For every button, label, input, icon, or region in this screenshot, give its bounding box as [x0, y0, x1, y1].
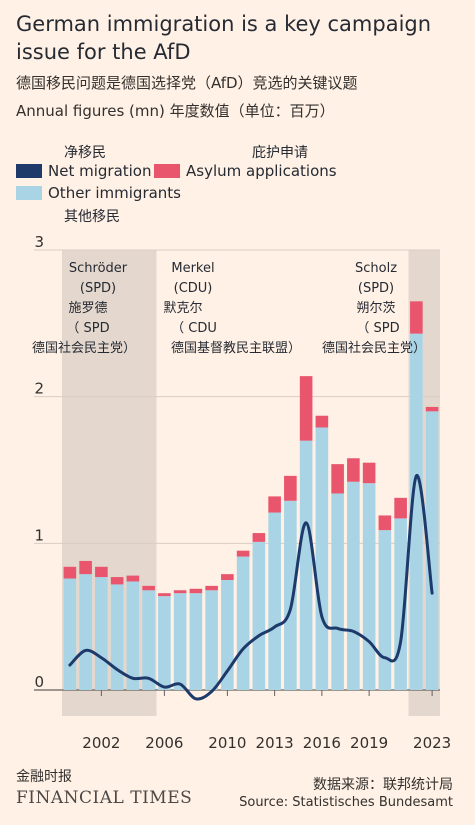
legend-asylum-cn: 庇护申请 [252, 145, 308, 161]
bar-asylum [315, 415, 329, 428]
bar-other-immigrants [268, 512, 281, 690]
annotation-0-line-4: 德国社会民主党） [32, 340, 136, 356]
x-tick-label: 2013 [256, 734, 294, 752]
x-tick-label: 2006 [145, 734, 183, 752]
source-cn: 数据来源：联邦统计局 [313, 777, 453, 793]
annotation-1-line-4: 德国基督教民主联盟） [171, 340, 301, 356]
legend-label-asylum: Asylum applications [186, 162, 337, 180]
chart-subtitle-cn: 德国移民问题是德国选择党（AfD）竞选的关键议题 [16, 74, 358, 92]
bar-other-immigrants [95, 577, 108, 690]
annotation-0-line-2: 施罗德 [68, 301, 107, 316]
bar-asylum [378, 515, 392, 531]
annotation-2-line-0: Scholz [355, 261, 397, 276]
chart-subtitle: Annual figures (mn) 年度数值（单位：百万） [16, 102, 335, 120]
bar-asylum [95, 566, 108, 578]
bar-asylum [158, 593, 171, 597]
bar-asylum [284, 475, 297, 501]
bar-other-immigrants [410, 333, 423, 690]
y-tick-label: 0 [34, 673, 44, 691]
legend-other-cn: 其他移民 [64, 209, 120, 225]
bar-asylum [126, 575, 140, 582]
bar-other-immigrants [425, 411, 439, 690]
bar-other-immigrants [284, 500, 297, 690]
bar-asylum [331, 464, 344, 494]
bar-other-immigrants [315, 427, 329, 690]
bar-asylum [394, 497, 407, 519]
bar-asylum [189, 588, 203, 594]
bar-other-immigrants [252, 541, 266, 690]
y-tick-label: 3 [34, 233, 44, 251]
bar-asylum [252, 533, 266, 542]
source: Source: Statistisches Bundesamt [239, 795, 453, 810]
bar-asylum [425, 406, 439, 412]
bar-asylum [205, 585, 218, 591]
bar-other-immigrants [189, 593, 203, 690]
x-tick-label: 2010 [208, 734, 246, 752]
y-tick-label: 1 [34, 526, 44, 544]
bar-other-immigrants [221, 580, 234, 690]
x-tick-label: 2002 [82, 734, 120, 752]
annotation-0-line-0: Schröder [69, 261, 128, 276]
legend-swatch-net-migration [16, 164, 42, 178]
bar-other-immigrants [173, 593, 187, 690]
annotation-1-line-1: (CDU) [174, 281, 213, 296]
legend-label-net-migration: Net migration [48, 162, 152, 180]
bar-asylum [410, 301, 423, 334]
legend-item-other: Other immigrants [16, 184, 181, 202]
bar-other-immigrants [378, 530, 392, 690]
bar-other-immigrants [394, 518, 407, 690]
bar-asylum [268, 496, 281, 513]
bar-asylum [110, 577, 124, 585]
bar-asylum [63, 566, 77, 579]
annotation-0-line-1: (SPD) [80, 281, 116, 296]
annotation-2-line-4: 德国社会民主党） [322, 340, 426, 356]
annotation-0-line-3: （ SPD [66, 321, 109, 336]
bar-asylum [173, 590, 187, 594]
bar-other-immigrants [79, 574, 92, 690]
bar-asylum [347, 458, 360, 482]
legend-net-migration-cn: 净移民 [64, 145, 106, 161]
legend-swatch-other [16, 186, 42, 200]
bar-other-immigrants [126, 581, 140, 690]
bar-asylum [362, 462, 376, 484]
x-tick-label: 2019 [350, 734, 388, 752]
x-tick-label: 2016 [303, 734, 341, 752]
bar-other-immigrants [362, 483, 376, 690]
ft-logo: FINANCIAL TIMES [16, 788, 193, 808]
annotation-1-line-2: 默克尔 [163, 300, 202, 316]
bar-other-immigrants [347, 481, 360, 690]
bar-asylum [79, 560, 92, 575]
line-net-migration [68, 474, 434, 701]
bar-other-immigrants [299, 440, 313, 690]
bar-asylum [236, 550, 250, 557]
bar-asylum [142, 585, 155, 591]
legend-item-asylum: Asylum applications [154, 162, 337, 180]
annotation-2-line-3: （ SPD [356, 321, 399, 336]
legend-swatch-asylum [154, 164, 180, 178]
legend-item-net-migration: Net migration [16, 162, 152, 180]
bar-other-immigrants [110, 584, 124, 690]
publisher-cn: 金融时报 [16, 769, 72, 785]
annotation-2-line-2: 朔尔茨 [356, 301, 395, 316]
bar-other-immigrants [331, 493, 344, 690]
bar-asylum [221, 574, 234, 580]
shaded-period-0 [62, 250, 157, 716]
bar-other-immigrants [63, 578, 77, 690]
annotation-1-line-3: （ CDU [171, 321, 217, 336]
bar-asylum [299, 376, 313, 441]
legend-label-other: Other immigrants [48, 184, 182, 202]
bar-other-immigrants [236, 556, 250, 690]
bar-other-immigrants [205, 590, 218, 690]
chart-title: German immigration is a key campaign iss… [16, 12, 432, 64]
bar-other-immigrants [142, 590, 155, 690]
annotation-1-line-0: Merkel [171, 261, 214, 276]
bar-other-immigrants [158, 596, 171, 690]
y-tick-label: 2 [34, 380, 44, 398]
x-tick-label: 2023 [413, 734, 451, 752]
annotation-2-line-1: (SPD) [358, 281, 394, 296]
